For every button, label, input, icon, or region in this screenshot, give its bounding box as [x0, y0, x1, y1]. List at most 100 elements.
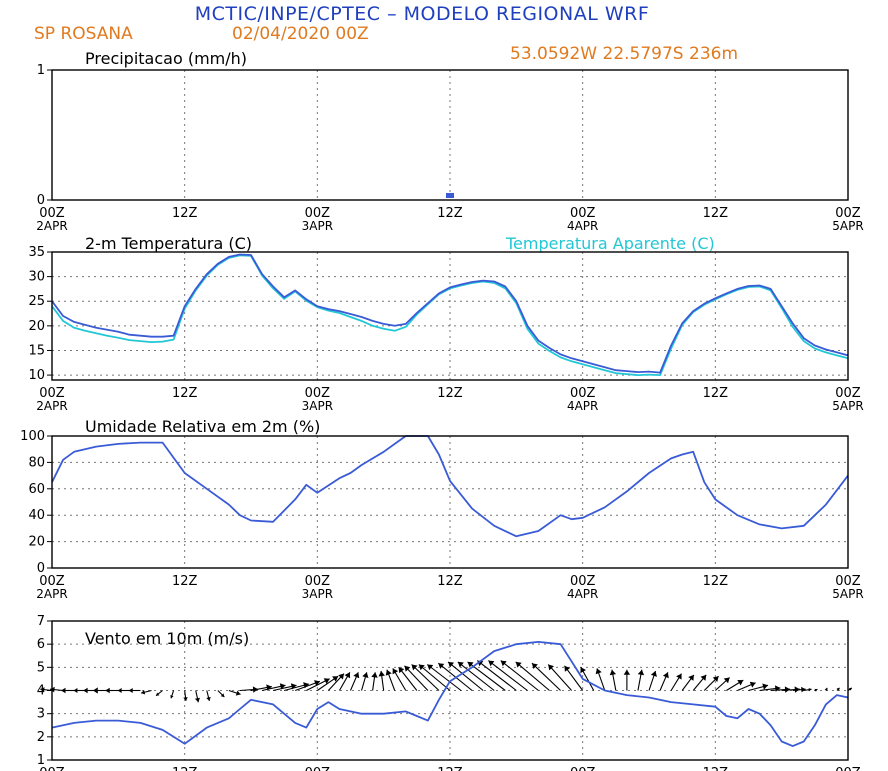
- y-tick-label: 20: [28, 319, 45, 334]
- temperature-frame: [51, 251, 849, 381]
- wind-vector-arrow: [609, 669, 617, 691]
- x-date-label: 2APR: [36, 399, 67, 413]
- x-date-label: 3APR: [302, 587, 333, 601]
- x-tick-label: 12Z: [703, 206, 729, 221]
- humidity-frame: [51, 435, 849, 569]
- wind-vector-arrow: [40, 687, 53, 693]
- x-tick-label: 00Z: [835, 766, 861, 771]
- temperature-panel: 2-m Temperatura (C) Temperatura Aparente…: [28, 234, 863, 413]
- wind-vector-arrow: [61, 687, 75, 694]
- precipitation-title: Precipitacao (mm/h): [85, 49, 247, 68]
- x-tick-label: 00Z: [39, 206, 65, 221]
- x-date-label: 5APR: [832, 219, 863, 233]
- y-tick-label: 40: [28, 508, 45, 523]
- wind-vector-arrow: [217, 690, 225, 698]
- x-date-label: 3APR: [302, 399, 333, 413]
- temperature-apparent-line: [51, 254, 849, 377]
- y-tick-label: 0: [37, 561, 45, 576]
- y-tick-label: 35: [28, 245, 45, 260]
- wind-vector-arrow: [92, 687, 108, 694]
- x-date-label: 2APR: [36, 587, 67, 601]
- x-tick-label: 00Z: [39, 766, 65, 771]
- y-tick-label: 7: [37, 614, 45, 629]
- wind-vector-arrow: [140, 689, 152, 695]
- wind-vector-arrow: [670, 673, 682, 691]
- y-tick-label: 25: [28, 294, 45, 309]
- x-date-label: 4APR: [567, 399, 598, 413]
- wind-line: [51, 641, 849, 747]
- wind-vector-arrow: [692, 674, 707, 691]
- y-tick-label: 1: [37, 753, 45, 768]
- wind-vector-arrow: [803, 687, 812, 692]
- wind-vector-arrow: [681, 674, 695, 691]
- x-tick-label: 00Z: [305, 766, 331, 771]
- wind-vector-arrow: [714, 677, 731, 691]
- wind-vector-arrow: [703, 675, 719, 691]
- wind-vector-arrow: [155, 690, 163, 697]
- run-datetime: 02/04/2020 00Z: [232, 24, 369, 44]
- wind-vector-arrow: [515, 661, 550, 691]
- x-date-label: 2APR: [36, 219, 67, 233]
- wind-vector-arrow: [547, 664, 573, 691]
- wind-vector-arrow: [580, 666, 595, 691]
- x-tick-label: 12Z: [437, 206, 463, 221]
- wind-vector-arrow: [648, 670, 657, 691]
- x-date-label: 3APR: [302, 219, 333, 233]
- temperature-line: [51, 253, 849, 374]
- wind-vector-arrow: [295, 680, 321, 692]
- x-tick-label: 12Z: [437, 574, 463, 589]
- x-tick-label: 12Z: [437, 766, 463, 771]
- wind-frame: [51, 620, 849, 761]
- wind-vector-arrow: [404, 665, 429, 691]
- wind-vector-arrow: [748, 683, 769, 692]
- wind-vector-arrow: [349, 672, 360, 691]
- x-tick-label: 12Z: [703, 574, 729, 589]
- wind-vector-arrow: [792, 686, 806, 693]
- y-tick-label: 0: [37, 193, 45, 208]
- wind-vector-arrow: [228, 689, 241, 696]
- x-tick-label: 12Z: [703, 386, 729, 401]
- x-tick-label: 00Z: [305, 206, 331, 221]
- apparent-temperature-legend: Temperatura Aparente (C): [505, 234, 715, 253]
- location-coordinates: 53.0592W 22.5797S 236m: [510, 44, 738, 64]
- wind-vector-arrow: [426, 664, 462, 691]
- wind-vector-arrow: [564, 665, 584, 691]
- temperature-title: 2-m Temperatura (C): [85, 234, 252, 253]
- x-tick-label: 12Z: [172, 206, 198, 221]
- precipitation-frame: [51, 69, 849, 201]
- y-tick-label: 4: [37, 684, 45, 699]
- wind-vector-arrow: [637, 669, 645, 691]
- x-date-label: 4APR: [567, 587, 598, 601]
- wind-vector-arrow: [170, 690, 175, 699]
- x-date-label: 4APR: [567, 219, 598, 233]
- wind-vector-arrow: [437, 662, 473, 691]
- wind-vector-arrow: [476, 660, 517, 691]
- wind-vector-arrow: [726, 679, 744, 691]
- y-tick-label: 10: [28, 368, 45, 383]
- x-tick-label: 00Z: [570, 766, 596, 771]
- wind-vector-arrow: [500, 660, 539, 691]
- precipitation-bar: [446, 193, 454, 198]
- x-tick-label: 12Z: [172, 574, 198, 589]
- y-tick-label: 15: [28, 343, 45, 358]
- wind-vector-arrow: [623, 669, 631, 691]
- wind-vector-arrow: [447, 661, 484, 691]
- x-tick-label: 00Z: [570, 386, 596, 401]
- wind-vector-arrow: [411, 664, 440, 691]
- y-tick-label: 20: [28, 535, 45, 550]
- x-tick-label: 12Z: [172, 386, 198, 401]
- x-tick-label: 00Z: [835, 574, 861, 589]
- x-tick-label: 12Z: [437, 386, 463, 401]
- y-tick-label: 1: [37, 63, 45, 78]
- wind-vector-arrow: [398, 666, 418, 691]
- x-date-label: 5APR: [832, 587, 863, 601]
- wind-vector-arrow: [183, 690, 188, 701]
- x-tick-label: 00Z: [39, 574, 65, 589]
- x-tick-label: 00Z: [305, 574, 331, 589]
- x-tick-label: 12Z: [703, 766, 729, 771]
- wind-vector-arrow: [457, 661, 495, 691]
- wind-vector-arrow: [531, 662, 561, 691]
- x-tick-label: 12Z: [172, 766, 198, 771]
